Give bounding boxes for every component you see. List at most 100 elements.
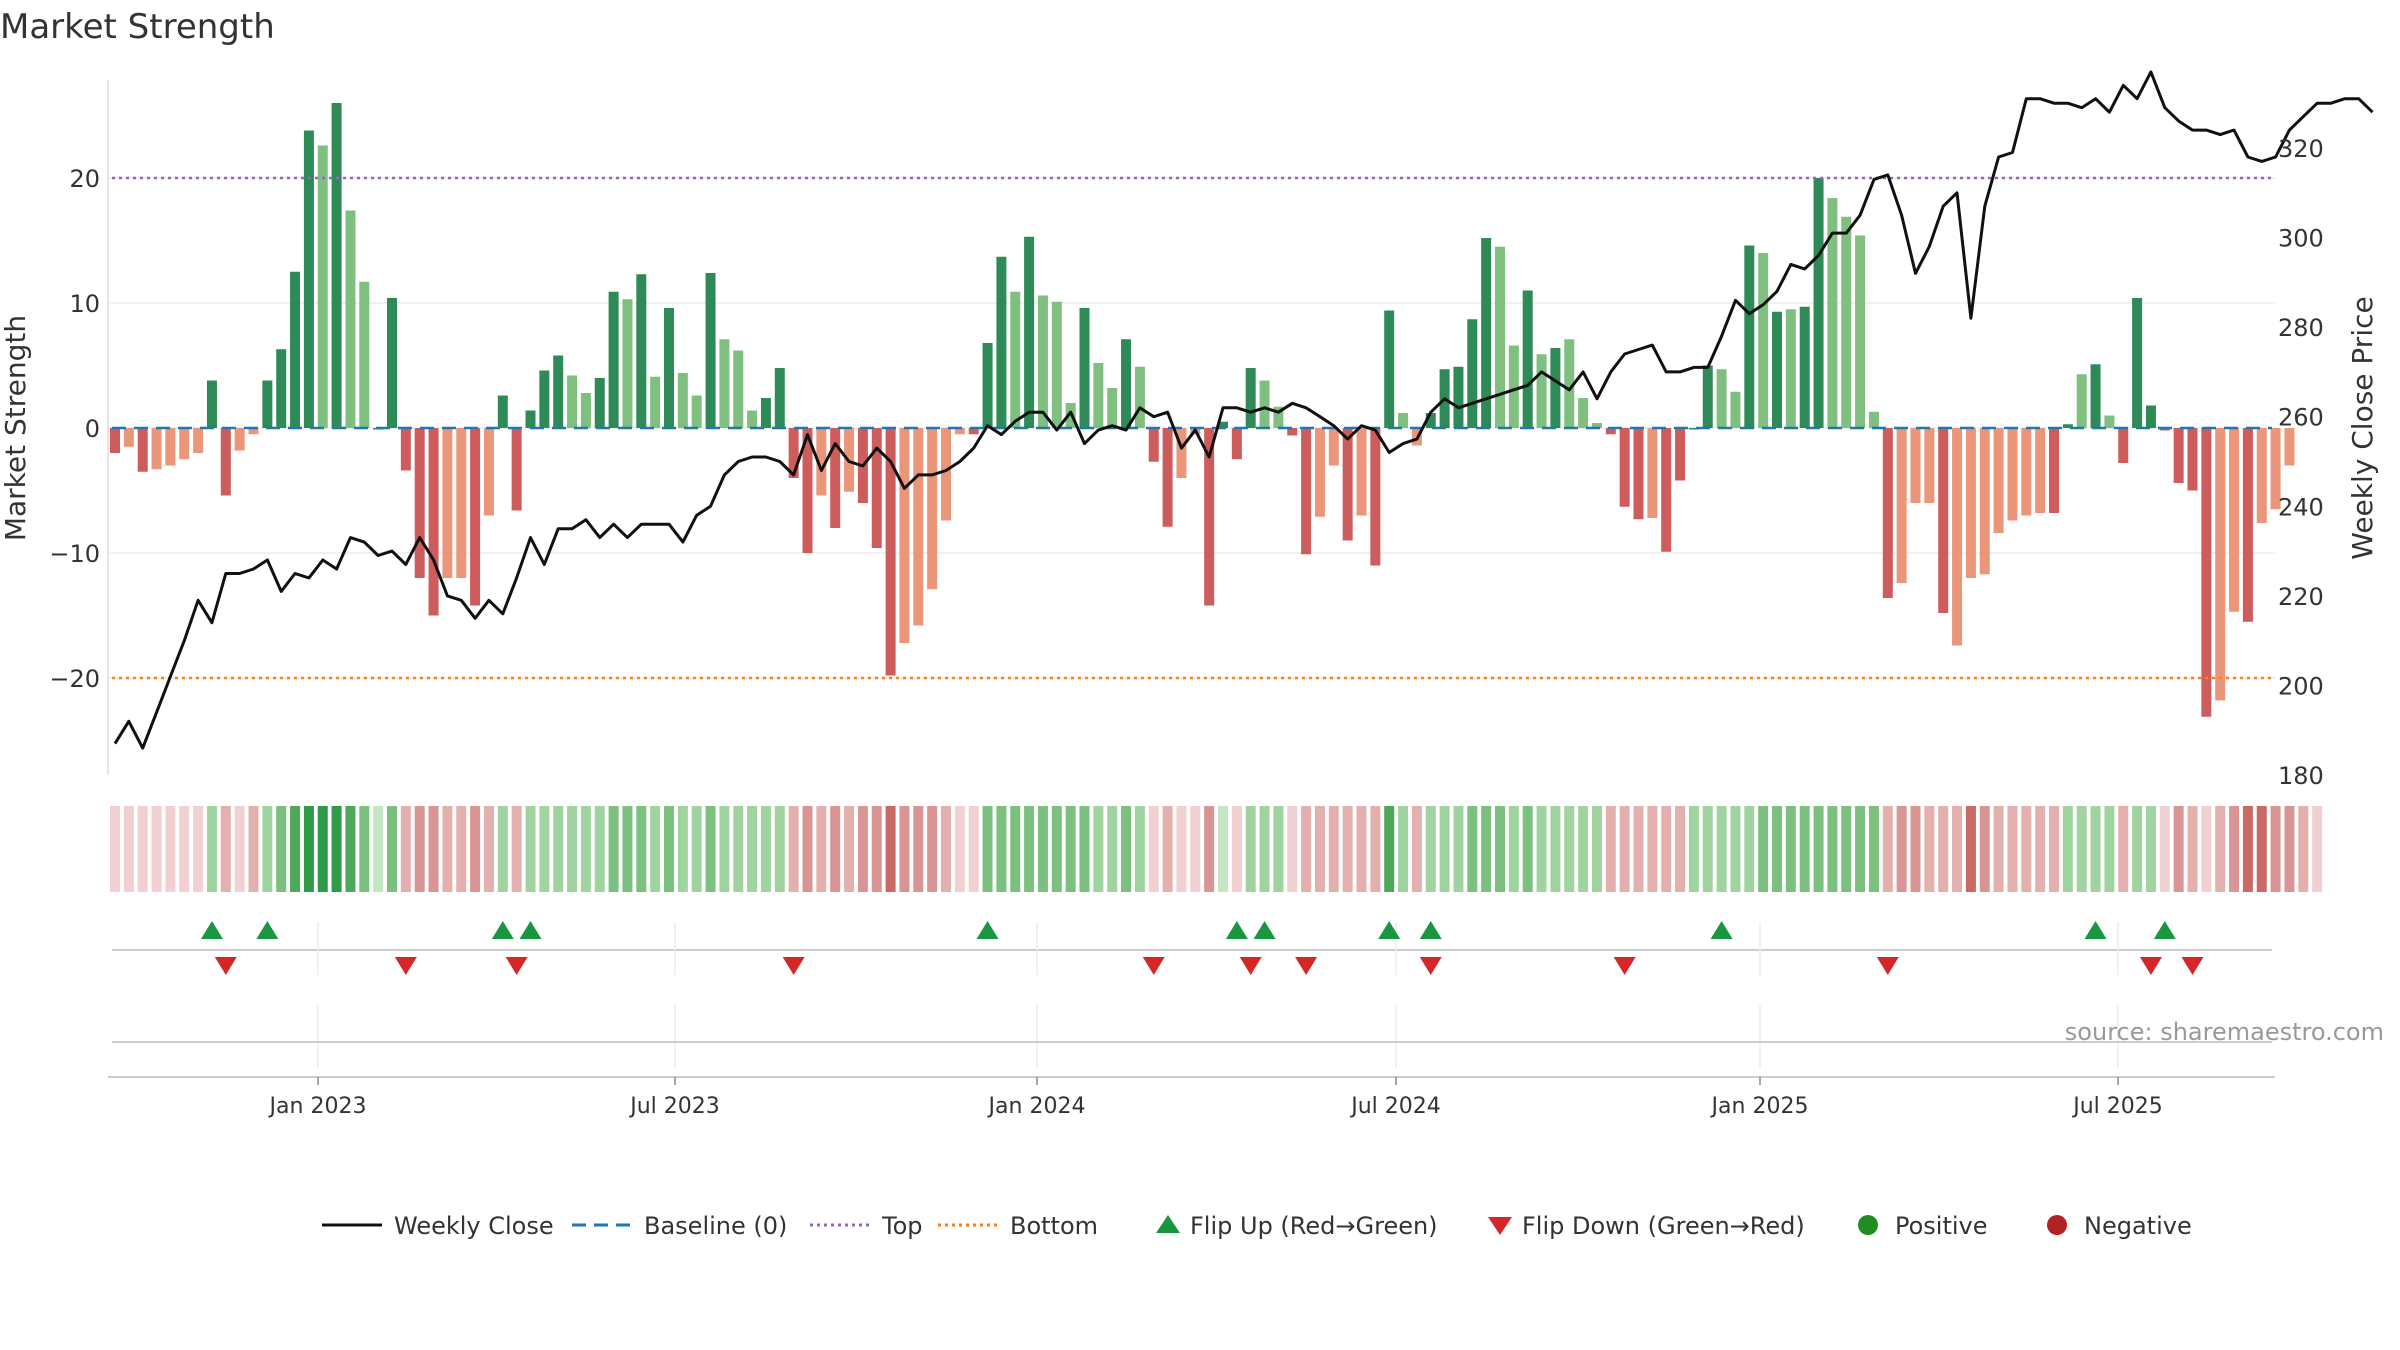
y-right-tick-label: 180 xyxy=(2278,762,2324,790)
strength-bar xyxy=(650,376,661,428)
trend-cell xyxy=(594,806,605,892)
legend-label: Flip Down (Green→Red) xyxy=(1522,1212,1805,1240)
strength-bar xyxy=(1841,216,1852,428)
strength-bar xyxy=(816,428,827,496)
trend-cell xyxy=(220,806,231,892)
chart-title: Market Strength xyxy=(0,7,275,47)
weekly-close-series xyxy=(113,70,2374,750)
trend-cell xyxy=(622,806,633,892)
flip-up-marker xyxy=(2084,921,2107,939)
flip-up-marker xyxy=(200,921,223,939)
strength-bar xyxy=(705,273,716,428)
strength-bar xyxy=(2201,428,2212,717)
trend-cell xyxy=(927,806,938,892)
trend-cell xyxy=(539,806,550,892)
trend-cell xyxy=(1079,806,1090,892)
strength-bar xyxy=(719,339,730,428)
strength-bar xyxy=(428,428,439,616)
flip-up-marker xyxy=(491,921,514,939)
legend-swatch-flip-up xyxy=(1156,1215,1180,1233)
strength-bar xyxy=(691,395,702,428)
trend-cell xyxy=(1965,806,1976,892)
trend-cell xyxy=(2007,806,2018,892)
trend-cell xyxy=(1093,806,1104,892)
flip-markers-panel xyxy=(112,921,2272,1068)
x-tick-label: Jul 2024 xyxy=(1349,1094,1441,1119)
strength-bar xyxy=(885,428,896,676)
trend-cell xyxy=(1176,806,1187,892)
strength-bar xyxy=(1467,319,1478,428)
trend-cell xyxy=(1924,806,1935,892)
trend-cell xyxy=(179,806,190,892)
strength-bar xyxy=(345,210,356,428)
trend-cell xyxy=(1910,806,1921,892)
trend-cell xyxy=(1688,806,1699,892)
strength-bar xyxy=(220,428,231,496)
strength-bar xyxy=(594,378,605,428)
strength-bar xyxy=(1896,428,1907,583)
trend-cell xyxy=(2090,806,2101,892)
trend-cell xyxy=(1328,806,1339,892)
trend-cell xyxy=(2298,806,2309,892)
flip-up-marker xyxy=(2153,921,2176,939)
legend-label: Bottom xyxy=(1010,1212,1098,1240)
trend-cell xyxy=(1051,806,1062,892)
x-tick-label: Jul 2023 xyxy=(628,1094,720,1119)
trend-cell xyxy=(483,806,494,892)
strength-bar xyxy=(2229,428,2240,612)
trend-cell xyxy=(816,806,827,892)
reference-lines xyxy=(112,176,2272,680)
trend-cell xyxy=(1259,806,1270,892)
trend-cell xyxy=(1384,806,1395,892)
strength-bar xyxy=(303,130,314,428)
legend-swatch-negative xyxy=(2047,1215,2067,1235)
trend-cell xyxy=(1037,806,1048,892)
trend-cell xyxy=(1536,806,1547,892)
strength-bar xyxy=(664,308,674,428)
strength-bar xyxy=(137,428,148,472)
trend-cell xyxy=(317,806,328,892)
trend-cell xyxy=(1744,806,1755,892)
strength-bar xyxy=(1162,428,1173,527)
strength-bar xyxy=(1037,295,1048,428)
trend-cell xyxy=(1785,806,1796,892)
strength-bar xyxy=(1024,236,1035,428)
x-tick-label: Jan 2023 xyxy=(268,1094,367,1119)
trend-cell xyxy=(1398,806,1409,892)
trend-cell xyxy=(788,806,799,892)
strength-bar xyxy=(774,368,785,428)
strength-bar xyxy=(1134,366,1145,428)
strength-bar xyxy=(414,428,425,578)
trend-cell xyxy=(1647,806,1658,892)
strength-bar xyxy=(788,428,799,478)
strength-bar xyxy=(2049,428,2059,513)
strength-bar xyxy=(608,291,619,428)
trend-cell xyxy=(2284,806,2295,892)
x-tick-label: Jan 2025 xyxy=(1710,1094,1809,1119)
trend-cell xyxy=(1758,806,1769,892)
strength-bar xyxy=(1259,380,1270,428)
legend-label: Negative xyxy=(2084,1212,2192,1240)
trend-cell xyxy=(774,806,785,892)
strength-bar xyxy=(1148,428,1159,462)
y-left-tick-label: −20 xyxy=(49,665,100,693)
strength-bar xyxy=(1868,411,1879,428)
trend-cell xyxy=(636,806,647,892)
trend-cell xyxy=(1481,806,1492,892)
trend-cell xyxy=(151,806,162,892)
strength-bar xyxy=(1591,423,1602,428)
trend-cell xyxy=(664,806,674,892)
strength-bar xyxy=(1952,428,1963,646)
trend-cell xyxy=(1827,806,1838,892)
trend-cell xyxy=(1342,806,1353,892)
trend-cell xyxy=(1245,806,1256,892)
strength-bar xyxy=(2062,424,2073,428)
trend-cell xyxy=(1550,806,1561,892)
strength-bar xyxy=(1605,428,1616,435)
trend-cell xyxy=(844,806,855,892)
strength-bar xyxy=(1578,398,1589,428)
strength-bar xyxy=(1550,348,1561,428)
trend-cell xyxy=(1605,806,1616,892)
y-right-tick-label: 240 xyxy=(2278,493,2324,521)
trend-cell xyxy=(248,806,259,892)
